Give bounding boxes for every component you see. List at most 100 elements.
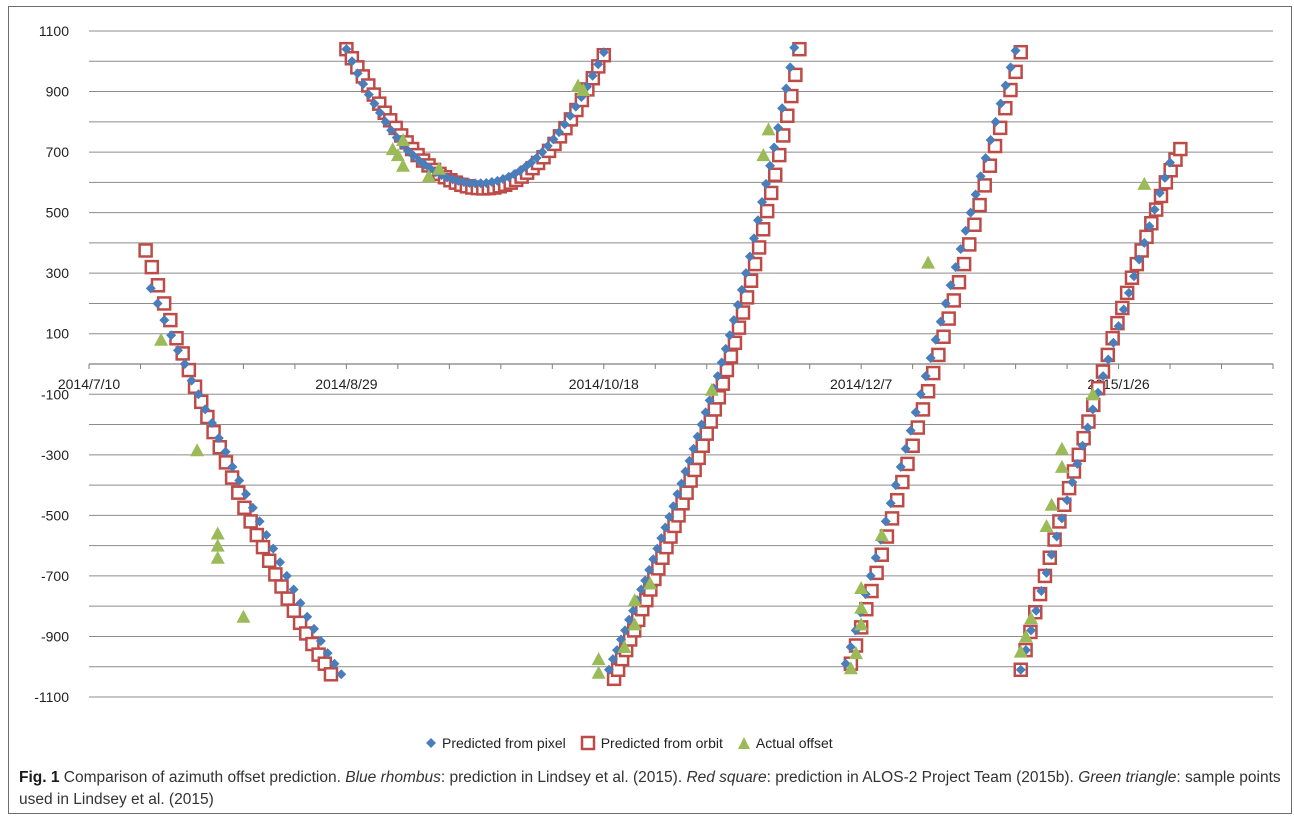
actual-point [1039, 518, 1054, 532]
y-tick-label: 500 [46, 205, 70, 221]
pixel-point [920, 371, 931, 382]
pixel-point [636, 584, 647, 595]
pixel-point [193, 389, 204, 400]
pixel-point [761, 178, 772, 189]
pixel-point [628, 605, 639, 616]
pixel-point [845, 642, 856, 653]
pixel-point [213, 433, 224, 444]
pixel-point [537, 147, 548, 158]
diamond-marker-icon [426, 738, 436, 748]
pixel-point [660, 522, 671, 533]
legend-item-actual: Actual offset [737, 735, 833, 751]
pixel-point [769, 142, 780, 153]
pixel-point [1062, 495, 1073, 506]
pixel-point [548, 134, 559, 145]
pixel-point [531, 152, 542, 163]
pixel-point [1165, 157, 1176, 168]
pixel-point [1000, 80, 1011, 91]
x-tick-label: 2014/7/10 [58, 376, 120, 392]
pixel-point [186, 375, 197, 386]
orbit-point [767, 167, 783, 183]
pixel-point [1051, 531, 1062, 542]
pixel-point [910, 407, 921, 418]
pixel-point [985, 134, 996, 145]
pixel-point [880, 516, 891, 527]
orbit-point [972, 197, 987, 213]
actual-point [761, 122, 776, 136]
pixel-point [684, 455, 695, 466]
actual-point [921, 255, 936, 269]
actual-point [1013, 644, 1028, 658]
actual-point [874, 528, 889, 542]
pixel-point [656, 533, 667, 544]
pixel-point [220, 446, 231, 457]
pixel-point [732, 299, 743, 310]
pixel-point [1041, 567, 1052, 578]
caption-italic-1: Blue rhombus [345, 769, 441, 786]
pixel-point [664, 511, 675, 522]
pixel-point [247, 502, 258, 513]
pixel-point [930, 334, 941, 345]
pixel-point [885, 498, 896, 509]
orbit-point [719, 362, 735, 378]
pixel-point [275, 557, 286, 568]
orbit-point [759, 203, 775, 219]
orbit-point [727, 335, 743, 351]
figure-frame: 1100 900 700 500 300 100 -100 -300 -500 -700 -900 -… [8, 6, 1292, 814]
pixel-point [206, 418, 217, 429]
pixel-point [241, 489, 252, 500]
pixel-point [352, 68, 363, 79]
caption-italic-2: Red square [686, 769, 767, 786]
actual-point [421, 169, 436, 183]
orbit-point [231, 485, 246, 500]
pixel-point [281, 570, 292, 581]
orbit-point [1173, 141, 1188, 157]
pixel-point [526, 157, 537, 168]
pixel-point [724, 330, 735, 341]
orbit-point [695, 438, 710, 453]
pixel-point [598, 47, 609, 58]
pixel-point [374, 107, 385, 118]
pixel-point [925, 352, 936, 363]
pixel-point [895, 461, 906, 472]
pixel-point [322, 648, 333, 659]
orbit-point [687, 462, 702, 478]
orbit-point [763, 185, 779, 201]
pixel-point [402, 145, 413, 156]
orbit-point [286, 603, 302, 618]
legend-item-pixel: Predicted from pixel [425, 735, 566, 751]
y-tick-label: 900 [46, 84, 70, 100]
orbit-point [739, 290, 755, 305]
pixel-point [716, 357, 727, 368]
orbit-point [747, 256, 763, 272]
pixel-point [765, 160, 776, 171]
pixel-point [1159, 172, 1170, 183]
pixel-point [704, 395, 715, 406]
pixel-point [676, 478, 687, 489]
pixel-point [940, 298, 951, 309]
pixel-point [559, 119, 570, 130]
pixel-point [905, 425, 916, 436]
pixel-point [1010, 45, 1021, 56]
orbit-point [951, 275, 967, 290]
pixel-point [736, 284, 747, 295]
pixel-point [565, 110, 576, 121]
orbit-point [323, 667, 339, 682]
pixel-point [652, 543, 663, 554]
orbit-point [731, 320, 747, 335]
actual-point [591, 665, 606, 679]
pixel-point [593, 59, 604, 70]
orbit-point [268, 567, 283, 582]
actual-point [854, 600, 869, 614]
pixel-point [603, 664, 614, 675]
pixel-point [554, 127, 565, 138]
pixel-point [1108, 337, 1119, 348]
legend-label-pixel: Predicted from pixel [442, 735, 566, 751]
caption-label: Fig. 1 [19, 769, 60, 786]
pixel-point [692, 431, 703, 442]
figure-caption: Fig. 1 Comparison of azimuth offset pred… [19, 767, 1287, 811]
pixel-point [570, 101, 581, 112]
actual-point [627, 593, 642, 607]
orbit-point [788, 67, 803, 83]
actual-point [576, 83, 591, 97]
